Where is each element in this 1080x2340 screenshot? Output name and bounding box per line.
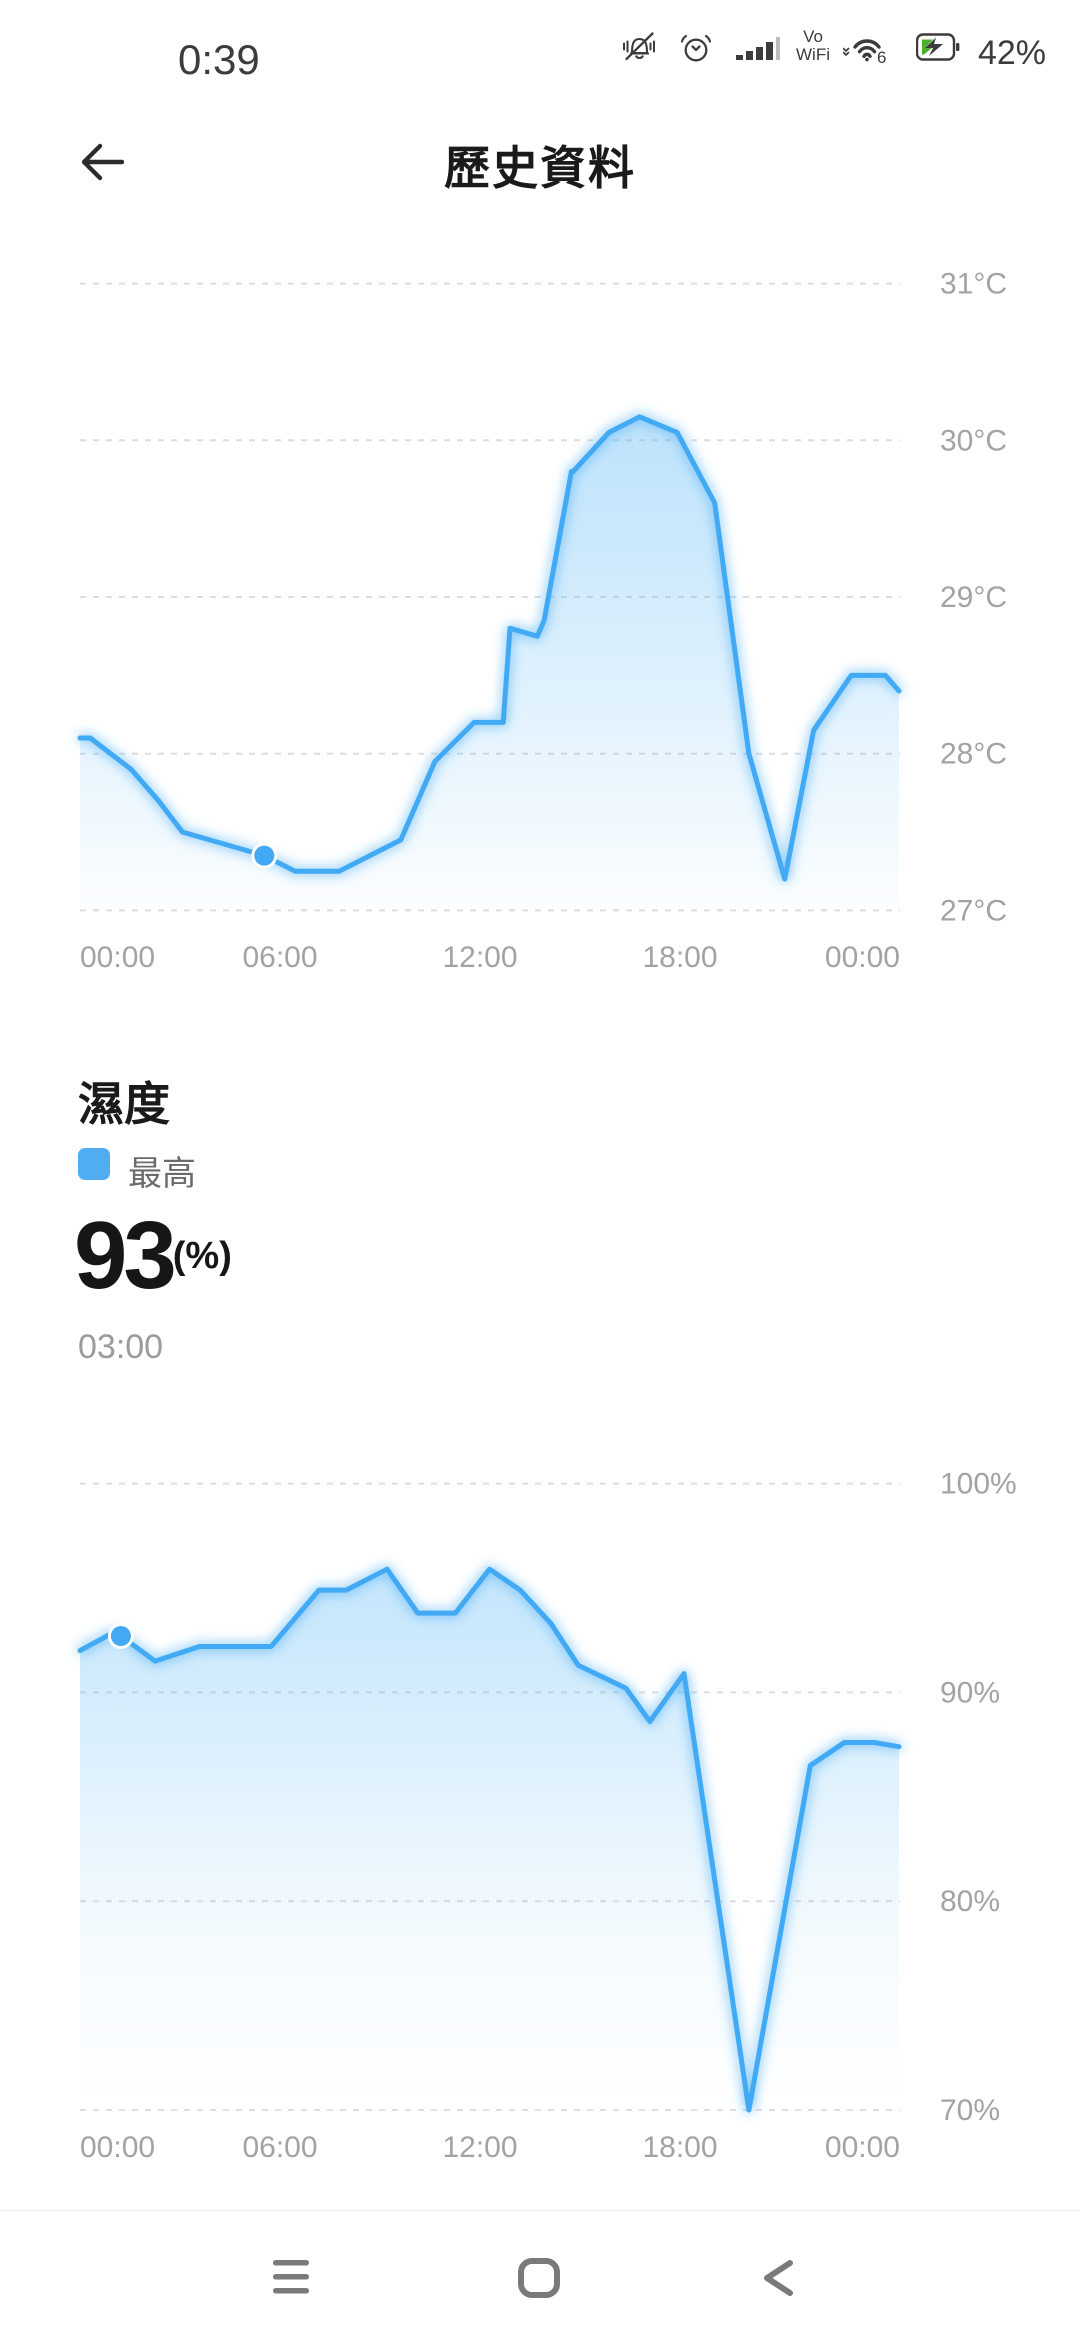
svg-text:06:00: 06:00 [242,941,317,974]
svg-text:29°C: 29°C [940,581,1007,614]
svg-text:00:00: 00:00 [825,2131,900,2164]
svg-text:6: 6 [877,48,886,64]
svg-text:00:00: 00:00 [825,941,900,974]
svg-text:80%: 80% [940,1885,1000,1918]
svg-text:06:00: 06:00 [242,2131,317,2164]
svg-text:90%: 90% [940,1676,1000,1709]
svg-text:12:00: 12:00 [442,2131,517,2164]
svg-text:30°C: 30°C [940,424,1007,457]
svg-text:18:00: 18:00 [642,2131,717,2164]
svg-text:100%: 100% [940,1468,1017,1501]
svg-text:27°C: 27°C [940,894,1007,927]
svg-text:00:00: 00:00 [80,2131,155,2164]
svg-text:70%: 70% [940,2094,1000,2127]
svg-text:12:00: 12:00 [442,941,517,974]
svg-text:00:00: 00:00 [80,941,155,974]
svg-text:31°C: 31°C [940,268,1007,301]
svg-text:28°C: 28°C [940,738,1007,771]
svg-text:18:00: 18:00 [642,941,717,974]
